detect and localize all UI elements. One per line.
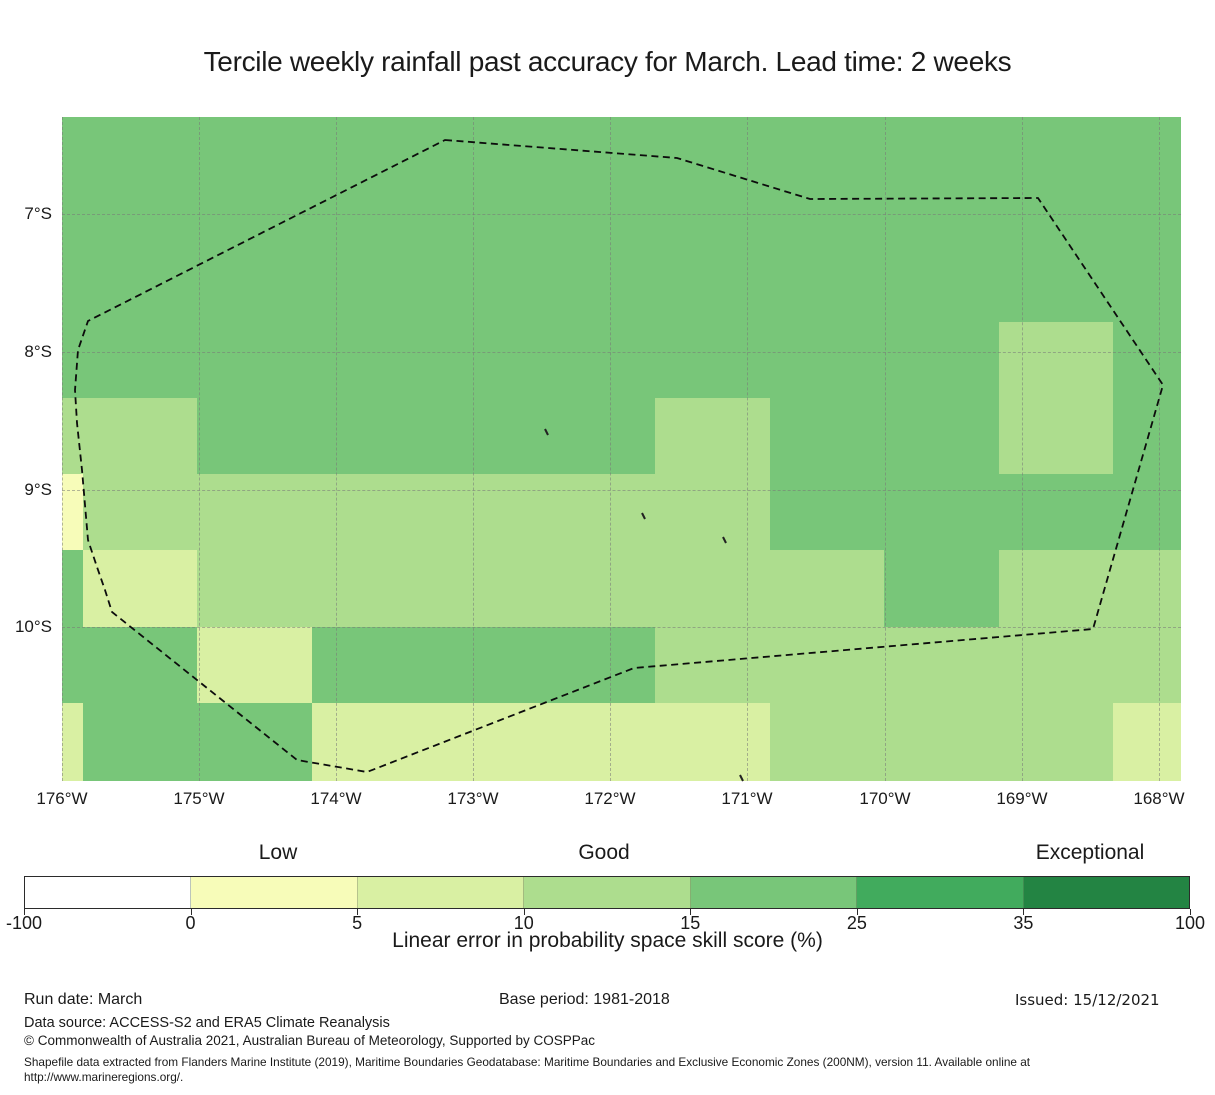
legend-boundary-label: 100 [1174,913,1206,933]
base-period-text: Base period: 1981-2018 [499,991,670,1008]
grid-cell [655,627,1181,703]
grid-cell [197,550,884,627]
parallel-gridline [62,627,1181,628]
grid-cell [999,550,1181,627]
latitude-tick-label: 10°S [14,617,52,636]
island-markers [544,428,744,782]
meridian-gridline [1022,117,1023,781]
legend-boundary-label: 35 [1013,913,1034,933]
longitude-tick-label: 174°W [310,789,362,808]
meridian-gridline [885,117,886,781]
longitude-tick-label: 171°W [721,789,773,808]
legend-tick [856,909,858,915]
meridian-gridline [747,117,748,781]
legend-boundary-label: 5 [352,913,363,933]
longitude-tick-label: 172°W [584,789,636,808]
latitude-tick-label: 8°S [24,342,52,361]
grid-cell [770,703,1113,781]
legend-tick [523,909,525,915]
legend-color-band [857,877,1024,908]
legend-color-band [1023,877,1189,908]
issued-date-text: Issued: 15/12/2021 [1015,991,1160,1009]
longitude-tick-label: 175°W [173,789,225,808]
eez-boundary-outline [74,139,1164,773]
legend-tick [690,909,692,915]
meridian-gridline [473,117,474,781]
legend-color-band [357,877,525,908]
grid-cell [999,322,1113,474]
data-source-text: Data source: ACCESS-S2 and ERA5 Climate … [24,1015,390,1031]
legend-category-label: Low [258,841,298,864]
shapefile-attribution-text: Shapefile data extracted from Flanders M… [24,1055,1031,1069]
longitude-tick-label: 168°W [1133,789,1185,808]
legend-boundary-label: 15 [680,913,701,933]
eez-boundary-layer [74,139,1164,782]
legend-color-band [524,877,691,908]
grid-cell [1113,703,1181,781]
legend-color-band [690,877,858,908]
legend-tick [1190,909,1191,915]
parallel-gridline [62,490,1181,491]
meridian-gridline [610,117,611,781]
legend-tick [24,909,25,915]
longitude-tick-label: 170°W [859,789,911,808]
legend-category-label: Good [578,841,630,864]
island-marker [641,512,646,520]
grid-cell [655,398,770,474]
parallel-gridline [62,352,1181,353]
page-title: Tercile weekly rainfall past accuracy fo… [203,46,1012,77]
colorbar-caption: Linear error in probability space skill … [392,929,823,952]
grid-cell [83,550,197,627]
rainfall-accuracy-map: 176°W 175°W 174°W 173°W 172°W 171°W 170°W 169°W… [15,117,1185,808]
legend-color-band [25,877,192,908]
longitude-tick-label: 173°W [447,789,499,808]
legend-tick [357,909,359,915]
island-marker [544,428,549,436]
grid-cell [312,703,770,781]
parallel-gridline [62,214,1181,215]
legend-boundary-label: 10 [513,913,534,933]
meridian-gridline [1159,117,1160,781]
legend-category-label: Exceptional [1035,841,1145,864]
latitude-tick-label: 7°S [24,204,52,223]
legend-tick [1023,909,1025,915]
longitude-tick-label: 176°W [36,789,88,808]
meridian-gridline [62,117,63,781]
island-marker [739,774,744,782]
legend-boundary-label: 25 [846,913,867,933]
colorbar [24,876,1190,909]
legend-tick [190,909,192,915]
meridian-gridline [336,117,337,781]
shapefile-url-text: http://www.marineregions.org/. [24,1070,184,1084]
island-marker [722,536,727,544]
longitude-tick-label: 169°W [996,789,1048,808]
legend-boundary-label: 0 [185,913,196,933]
legend-boundary-label: -100 [5,913,43,933]
legend-color-band [191,877,358,908]
run-date-text: Run date: March [24,991,143,1008]
grid-cell [83,474,770,550]
grid-cell [62,474,83,550]
grid-cell [62,398,197,474]
grid-cell [62,703,83,781]
meridian-gridline [199,117,200,781]
latitude-tick-label: 9°S [24,480,52,499]
copyright-text: © Commonwealth of Australia 2021, Austra… [24,1033,596,1048]
grid-cell [197,627,312,703]
